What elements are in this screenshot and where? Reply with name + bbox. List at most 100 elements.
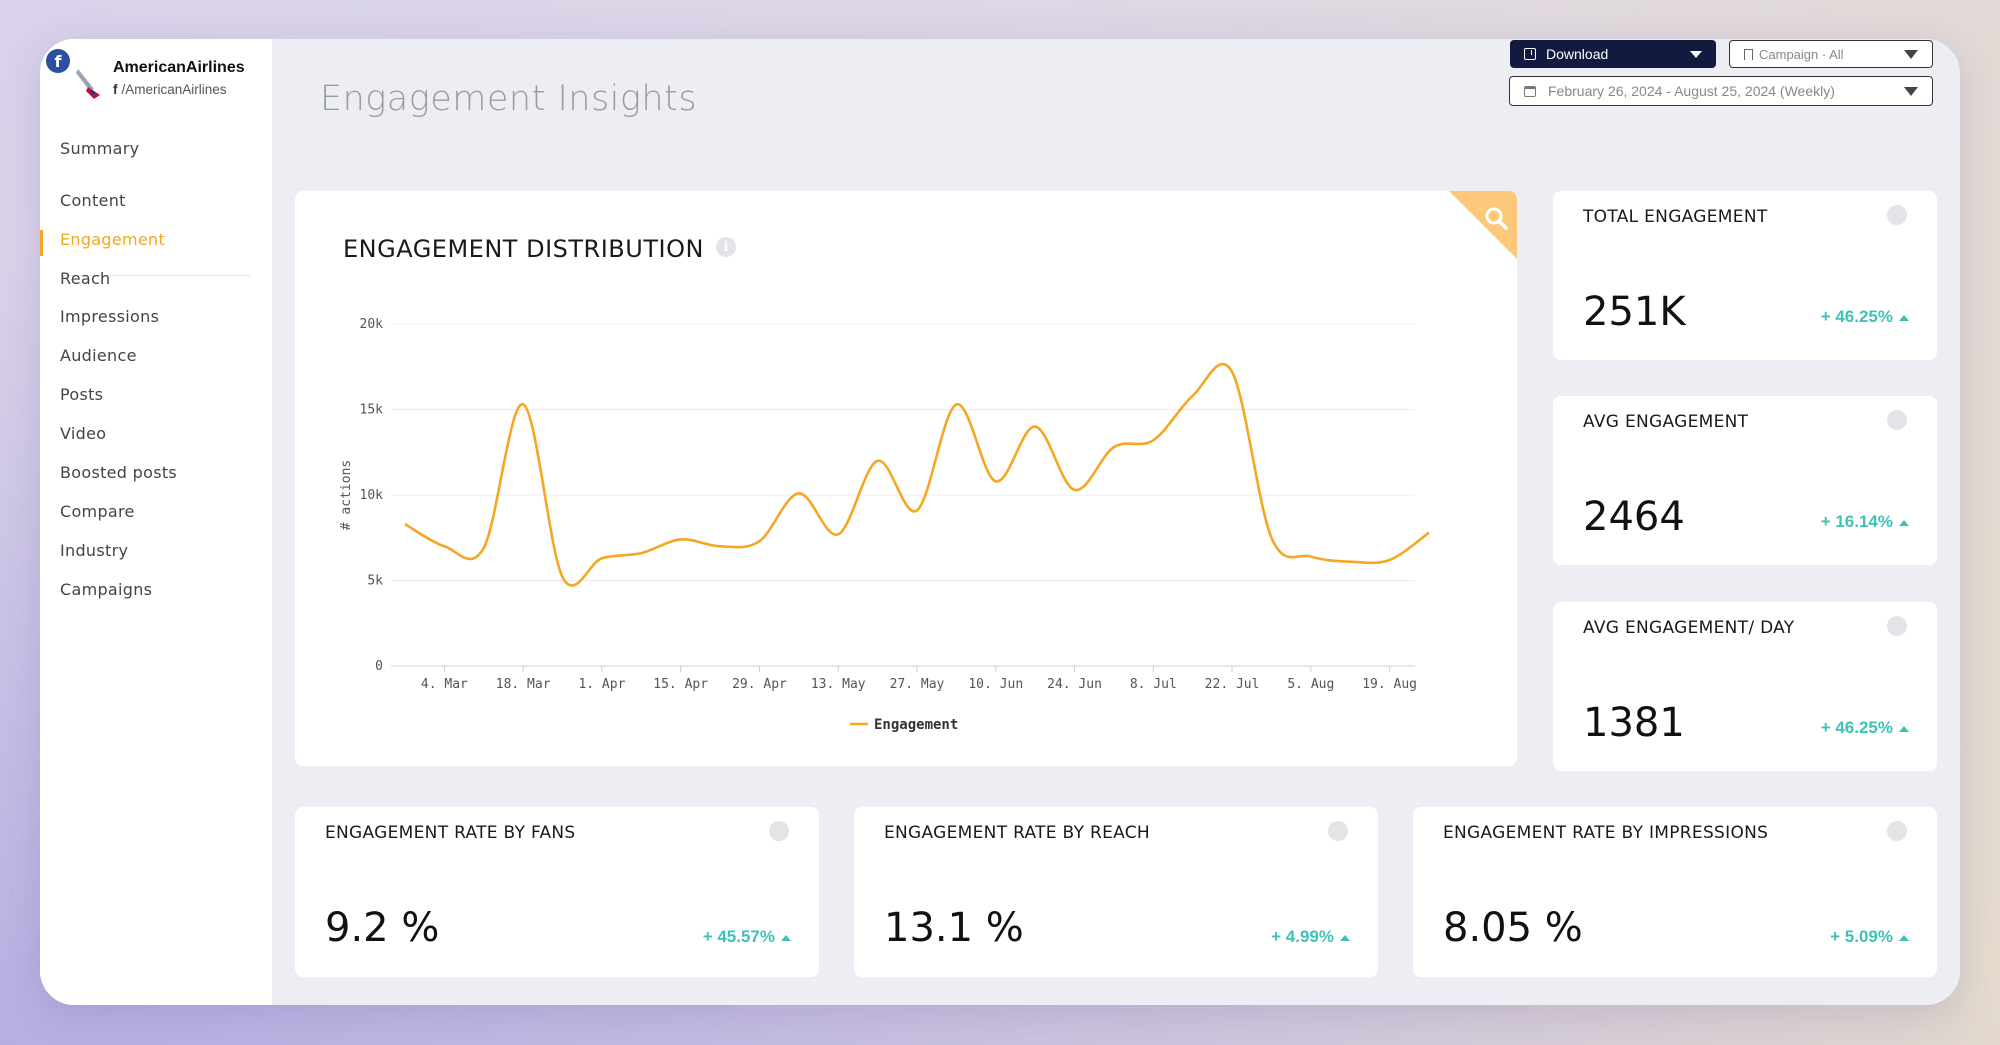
x-tick-label: 4. Mar [421,677,468,692]
y-tick-label: 5k [367,574,383,589]
stat-delta: + 4.99% [1271,927,1350,947]
sidebar-item-campaigns[interactable]: Campaigns [60,580,153,599]
date-range-select[interactable]: February 26, 2024 - August 25, 2024 (Wee… [1509,76,1933,106]
campaign-select-value: Campaign · All [1759,46,1844,62]
engagement-line-chart: 0 5k 10k 15k 20k # actions 4. Mar 18. Mar 1. Apr… [339,317,1430,733]
x-tick-label: 24. Jun [1047,677,1102,692]
chevron-down-icon [1904,49,1918,59]
legend-label: Engagement [874,717,958,733]
stat-delta-text: + 46.25% [1820,307,1893,326]
x-tick-label: 15. Apr [653,677,708,692]
stat-delta: + 16.14% [1821,512,1909,532]
x-tick-label: 22. Jul [1205,677,1260,692]
stat-label: TOTAL ENGAGEMENT [1583,207,1768,227]
stat-card-rate-by-fans: ENGAGEMENT RATE BY FANS 9.2 % + 45.57% [295,807,819,977]
zoom-corner[interactable] [1449,191,1517,259]
stat-value: 2464 [1583,494,1685,540]
stat-card-rate-by-impressions: ENGAGEMENT RATE BY IMPRESSIONS 8.05 % + … [1413,807,1937,977]
y-axis-label: # actions [339,460,354,530]
page-title: Engagement Insights [320,79,698,119]
stat-label: ENGAGEMENT RATE BY IMPRESSIONS [1443,823,1769,843]
sidebar: f AmericanAirlines f/AmericanAirlines Su… [40,39,272,1005]
sidebar-item-engagement[interactable]: Engagement [60,230,166,249]
y-tick-label: 15k [360,403,384,418]
sidebar-item-audience[interactable]: Audience [60,346,137,365]
engagement-distribution-card: ENGAGEMENT DISTRIBUTION i 0 5k 10k 15k 20k # … [295,191,1517,766]
info-icon[interactable] [769,821,789,841]
chart-title: ENGAGEMENT DISTRIBUTION [343,235,704,263]
sidebar-item-impressions[interactable]: Impressions [60,307,160,326]
info-icon[interactable]: i [716,237,736,257]
stat-label: AVG ENGAGEMENT/ DAY [1583,618,1795,638]
sidebar-item-reach[interactable]: Reach [60,269,111,288]
stat-value: 1381 [1583,700,1685,746]
info-icon[interactable] [1887,616,1907,636]
date-range-value: February 26, 2024 - August 25, 2024 (Wee… [1548,83,1835,99]
bookmark-icon [1744,48,1753,60]
sidebar-item-boosted-posts[interactable]: Boosted posts [60,463,178,482]
brand-handle[interactable]: f/AmericanAirlines [113,82,227,97]
stat-label: ENGAGEMENT RATE BY FANS [325,823,576,843]
x-tick-label: 19. Aug [1362,677,1417,692]
campaign-select[interactable]: Campaign · All [1729,40,1933,68]
x-tick-label: 8. Jul [1130,677,1177,692]
stat-label: AVG ENGAGEMENT [1583,412,1749,432]
sidebar-item-summary[interactable]: Summary [60,139,140,158]
sidebar-item-industry[interactable]: Industry [60,541,129,560]
active-indicator [40,230,43,256]
download-icon [1524,48,1536,60]
facebook-icon: f [46,49,70,73]
stat-delta-text: + 4.99% [1271,927,1334,946]
sidebar-item-video[interactable]: Video [60,424,107,443]
stat-label: ENGAGEMENT RATE BY REACH [884,823,1151,843]
chevron-down-icon [1904,86,1918,96]
info-icon[interactable] [1887,410,1907,430]
stat-delta: + 5.09% [1830,927,1909,947]
trend-up-icon [1899,725,1909,732]
app-window: f AmericanAirlines f/AmericanAirlines Su… [40,39,1960,1005]
stat-delta: + 46.25% [1821,307,1909,327]
info-icon[interactable] [1887,205,1907,225]
trend-up-icon [1899,314,1909,321]
stat-value: 251K [1583,289,1686,335]
y-tick-label: 20k [360,317,384,332]
brand-name: AmericanAirlines [113,59,245,76]
y-tick-label: 10k [360,488,384,503]
stat-delta-text: + 45.57% [702,927,775,946]
series-line-engagement [404,362,1430,587]
y-tick-label: 0 [375,659,383,674]
stat-value: 13.1 % [884,905,1024,951]
stat-delta-text: + 5.09% [1830,927,1893,946]
download-label: Download [1546,46,1609,62]
stat-delta: + 45.57% [703,927,791,947]
x-tick-label: 18. Mar [496,677,551,692]
chevron-down-icon [1690,50,1702,58]
sidebar-item-compare[interactable]: Compare [60,502,135,521]
x-tick-label: 27. May [890,677,945,692]
info-icon[interactable] [1887,821,1907,841]
x-tick-label: 5. Aug [1287,677,1334,692]
info-icon[interactable] [1328,821,1348,841]
trend-up-icon [1340,934,1350,941]
sidebar-item-posts[interactable]: Posts [60,385,104,404]
search-icon[interactable] [1483,205,1509,231]
x-tick-label: 13. May [811,677,866,692]
trend-up-icon [781,934,791,941]
trend-up-icon [1899,519,1909,526]
stat-card-total-engagement: TOTAL ENGAGEMENT 251K + 46.25% [1553,191,1937,360]
calendar-icon [1524,85,1536,97]
stat-card-avg-engagement: AVG ENGAGEMENT 2464 + 16.14% [1553,396,1937,565]
brand-logo [76,69,100,99]
download-button[interactable]: Download [1510,40,1716,68]
stat-delta-text: + 46.25% [1820,718,1893,737]
nav-divider [60,275,250,276]
sidebar-item-content[interactable]: Content [60,191,126,210]
facebook-f-icon: f [113,82,118,97]
stat-value: 8.05 % [1443,905,1583,951]
brand-handle-text: /AmericanAirlines [121,82,227,97]
stat-delta: + 46.25% [1821,718,1909,738]
stat-card-rate-by-reach: ENGAGEMENT RATE BY REACH 13.1 % + 4.99% [854,807,1378,977]
stat-card-avg-engagement-day: AVG ENGAGEMENT/ DAY 1381 + 46.25% [1553,602,1937,771]
trend-up-icon [1899,934,1909,941]
stat-value: 9.2 % [325,905,440,951]
